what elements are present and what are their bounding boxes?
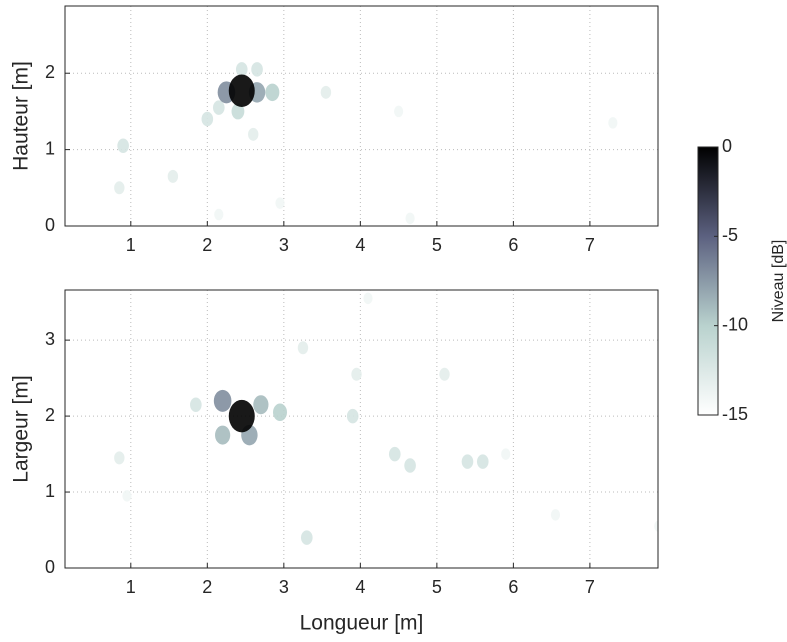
source-blob bbox=[117, 138, 129, 154]
source-blob bbox=[388, 446, 401, 462]
map-layer bbox=[114, 292, 658, 545]
source-blob bbox=[275, 197, 285, 209]
x-tick-label: 6 bbox=[508, 577, 518, 597]
source-blob bbox=[608, 117, 618, 129]
x-tick-label: 6 bbox=[508, 235, 518, 255]
source-blob bbox=[346, 408, 359, 424]
source-blob bbox=[654, 520, 658, 532]
y-tick-label: 2 bbox=[45, 405, 55, 425]
plot-frame bbox=[64, 5, 659, 227]
source-blob bbox=[213, 389, 232, 412]
source-blob bbox=[114, 181, 125, 195]
colorbar bbox=[697, 146, 719, 416]
plot-frame bbox=[64, 289, 659, 569]
x-tick-label: 1 bbox=[126, 235, 136, 255]
source-blob bbox=[297, 341, 309, 355]
source-blob bbox=[190, 397, 202, 412]
y-tick-label: 0 bbox=[45, 215, 55, 235]
source-blob bbox=[248, 127, 259, 141]
source-blob bbox=[251, 62, 263, 77]
source-blob bbox=[394, 105, 404, 118]
x-tick-label: 5 bbox=[432, 235, 442, 255]
source-blob bbox=[228, 399, 255, 433]
source-blob bbox=[273, 403, 288, 422]
y-tick-label: 1 bbox=[45, 481, 55, 501]
source-blob bbox=[405, 212, 415, 225]
source-blob bbox=[167, 169, 179, 183]
x-tick-label: 4 bbox=[355, 235, 365, 255]
y-tick-label: 2 bbox=[45, 62, 55, 82]
source-blob bbox=[235, 62, 248, 77]
source-blob bbox=[231, 103, 245, 120]
y-tick-label: 1 bbox=[45, 138, 55, 158]
y-tick-label: 0 bbox=[45, 557, 55, 577]
colorbar-tick-label: -5 bbox=[722, 225, 738, 245]
x-axis-label: Longueur [m] bbox=[300, 612, 424, 635]
source-blob bbox=[461, 454, 474, 469]
y-axis-label: Largeur [m] bbox=[10, 375, 33, 482]
colorbar-label: Niveau [dB] bbox=[770, 240, 787, 323]
source-blob bbox=[212, 100, 225, 115]
x-tick-label: 4 bbox=[355, 577, 365, 597]
map-layer bbox=[114, 62, 618, 225]
source-blob bbox=[253, 395, 269, 415]
y-tick-label: 3 bbox=[45, 329, 55, 349]
x-tick-label: 7 bbox=[585, 577, 595, 597]
source-blob bbox=[228, 74, 255, 108]
source-blob bbox=[265, 83, 280, 102]
source-blob bbox=[476, 454, 489, 469]
source-blob bbox=[300, 530, 313, 545]
source-blob bbox=[215, 425, 231, 445]
source-blob bbox=[501, 448, 511, 460]
source-blob bbox=[363, 292, 373, 305]
source-blob bbox=[404, 458, 416, 473]
x-tick-label: 1 bbox=[126, 577, 136, 597]
y-axis-label: Hauteur [m] bbox=[10, 61, 33, 171]
x-tick-label: 2 bbox=[202, 577, 212, 597]
colorbar-tick-label: -15 bbox=[722, 404, 748, 424]
source-blob bbox=[439, 367, 450, 381]
colorbar-tick-label: -10 bbox=[722, 314, 748, 334]
x-tick-label: 3 bbox=[279, 577, 289, 597]
source-blob bbox=[201, 111, 214, 127]
x-tick-label: 5 bbox=[432, 577, 442, 597]
x-tick-label: 3 bbox=[279, 235, 289, 255]
source-blob bbox=[320, 85, 332, 99]
colorbar-tick-label: 0 bbox=[722, 136, 732, 156]
source-blob bbox=[114, 451, 125, 465]
x-tick-label: 7 bbox=[585, 235, 595, 255]
source-blob bbox=[351, 367, 362, 381]
x-tick-label: 2 bbox=[202, 235, 212, 255]
source-blob bbox=[550, 509, 561, 521]
source-blob bbox=[214, 208, 224, 221]
source-blob bbox=[122, 490, 132, 502]
